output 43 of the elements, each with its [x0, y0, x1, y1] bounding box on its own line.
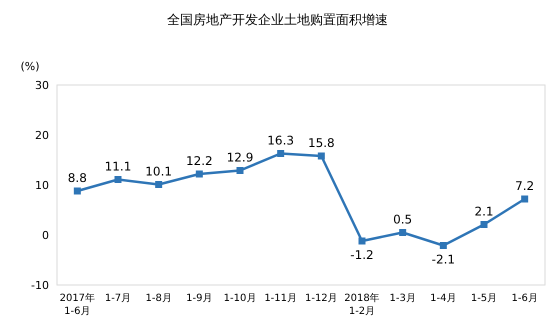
x-tick-label: 1-10月 — [224, 293, 256, 304]
point — [277, 150, 284, 157]
x-tick-label: 1-5月 — [470, 293, 498, 304]
x-tick-label: 1-7月 — [104, 293, 132, 304]
point — [318, 152, 325, 160]
chart-title: 全国房地产开发企业土地购置面积增速 — [167, 12, 388, 28]
point — [358, 238, 366, 244]
point — [236, 167, 244, 174]
point — [399, 229, 406, 236]
point — [155, 181, 162, 188]
data-label: 7.2 — [515, 179, 534, 193]
data-label: -2.1 — [432, 252, 456, 266]
y-tick-label: -10 — [31, 279, 49, 292]
data-label: -1.2 — [350, 248, 374, 262]
data-label: 12.9 — [226, 150, 254, 164]
x-tick-label: 1-12月 — [304, 293, 338, 304]
point — [74, 188, 81, 194]
point — [196, 170, 203, 178]
data-label: 8.8 — [68, 171, 87, 185]
point — [440, 242, 447, 249]
x-tick-label: 2018年 1-2月 — [344, 292, 380, 317]
point — [480, 221, 488, 228]
x-tick-label: 2017年 1-6月 — [60, 292, 96, 317]
y-tick-label: 10 — [35, 179, 49, 192]
data-label: 16.3 — [267, 134, 294, 148]
x-tick-label: 1-8月 — [145, 293, 172, 304]
data-label: 15.8 — [308, 136, 335, 150]
y-axis-title: (%) — [20, 60, 40, 73]
data-label: 11.1 — [104, 160, 132, 174]
x-tick-label: 1-6月 — [511, 293, 538, 304]
y-tick-label: 30 — [35, 79, 49, 92]
data-label: 2.1 — [474, 204, 494, 218]
data-label: 10.1 — [145, 164, 172, 178]
point — [114, 176, 122, 183]
data-label: 12.2 — [186, 154, 213, 168]
point — [521, 196, 528, 202]
x-tick-label: 1-9月 — [186, 293, 213, 304]
data-label: 0.5 — [393, 212, 412, 226]
y-tick-label: 0 — [42, 229, 49, 242]
x-tick-label: 1-4月 — [430, 293, 457, 304]
x-tick-label: 1-11月 — [264, 293, 298, 304]
x-tick-label: 1-3月 — [389, 293, 416, 304]
y-tick-label: 20 — [35, 129, 49, 142]
